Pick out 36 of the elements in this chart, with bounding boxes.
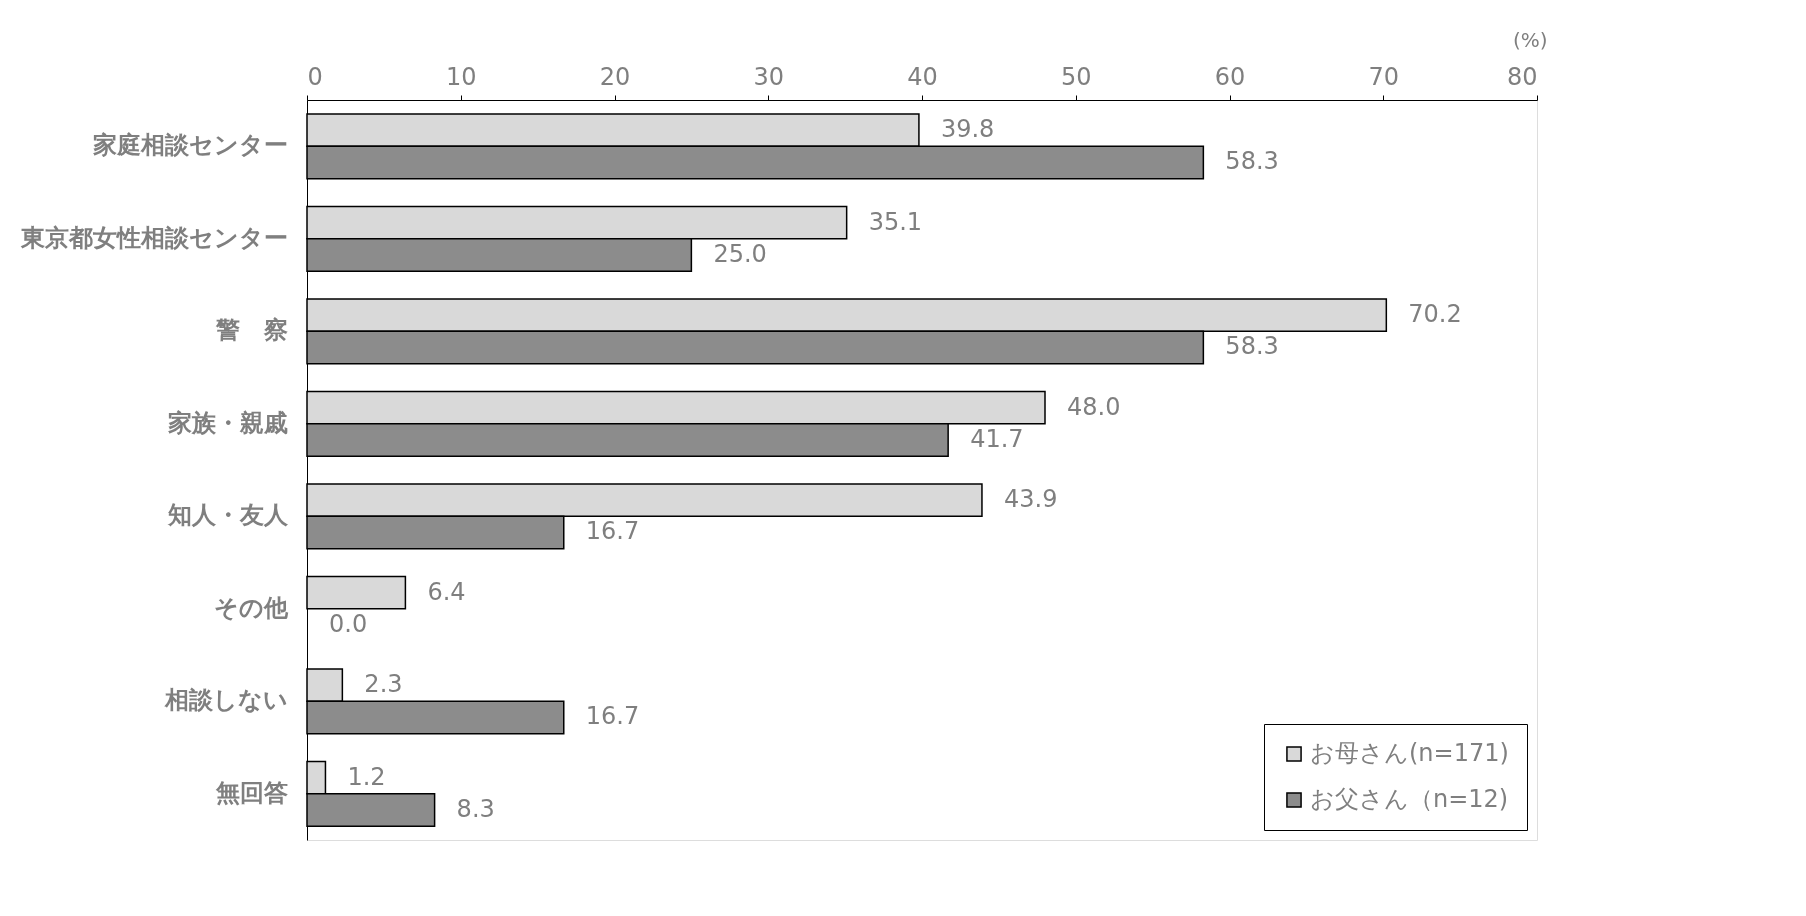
data-label: 25.0 bbox=[713, 239, 767, 268]
data-label: 39.8 bbox=[940, 115, 995, 144]
y-tick-label: 家族・親戚 bbox=[166, 408, 288, 437]
y-tick-label: 警 察 bbox=[214, 316, 288, 345]
x-tick-label: 80 bbox=[1506, 62, 1538, 91]
x-tick-label: 60 bbox=[1214, 62, 1246, 91]
data-label: 16.7 bbox=[585, 517, 640, 546]
y-tick-label: 東京都女性相談センター bbox=[19, 223, 288, 252]
legend-label: お父さん（n=12) bbox=[1310, 785, 1509, 813]
y-tick-label: その他 bbox=[213, 593, 289, 622]
data-label: 6.4 bbox=[427, 577, 466, 606]
data-label: 8.3 bbox=[456, 794, 495, 823]
x-tick-label: 10 bbox=[445, 62, 477, 91]
x-tick-label: 40 bbox=[907, 62, 938, 91]
data-label: 35.1 bbox=[868, 207, 923, 236]
data-label: 0.0 bbox=[329, 609, 368, 638]
x-tick-label: 70 bbox=[1368, 62, 1400, 91]
y-tick-label: 知人・友人 bbox=[166, 501, 289, 530]
y-tick-label: 相談しない bbox=[163, 686, 288, 715]
x-tick-label: 20 bbox=[599, 62, 631, 91]
data-label: 58.3 bbox=[1225, 332, 1279, 361]
x-tick-label: 30 bbox=[753, 62, 785, 91]
data-label: 1.2 bbox=[347, 762, 386, 791]
data-label: 48.0 bbox=[1067, 392, 1121, 421]
y-tick-label: 無回答 bbox=[214, 778, 288, 807]
data-label: 58.3 bbox=[1225, 147, 1279, 176]
data-label: 2.3 bbox=[364, 670, 403, 699]
x-tick-label: 50 bbox=[1060, 62, 1092, 91]
x-axis-title: (%) bbox=[1512, 27, 1548, 52]
y-tick-label: 家庭相談センター bbox=[91, 131, 288, 160]
data-label: 41.7 bbox=[970, 424, 1024, 453]
x-tick-label: 0 bbox=[307, 62, 323, 91]
data-label: 16.7 bbox=[585, 702, 640, 731]
legend-label: お母さん(n=171) bbox=[1310, 739, 1509, 767]
data-label: 43.9 bbox=[1003, 485, 1058, 514]
data-label: 70.2 bbox=[1408, 300, 1462, 329]
